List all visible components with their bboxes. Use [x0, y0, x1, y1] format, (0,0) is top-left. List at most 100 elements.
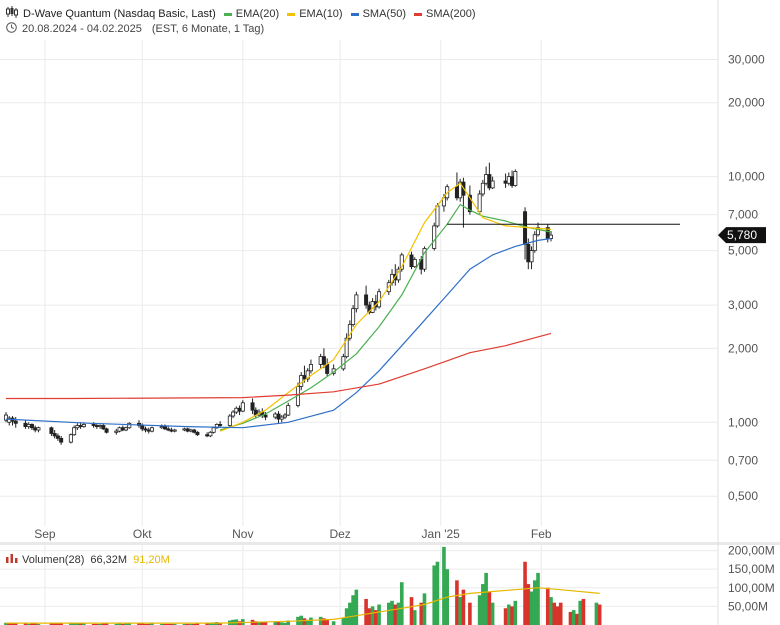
legend-item-3[interactable]: SMA(200): [414, 8, 476, 20]
volume-bar-down: [253, 621, 258, 625]
volume-bar-down: [526, 584, 531, 625]
candle: [227, 414, 232, 427]
candle: [185, 427, 190, 433]
volume-bar-down: [597, 604, 602, 625]
volume-bar-down: [192, 623, 196, 625]
volume-bar-up: [127, 623, 132, 625]
candle-body-down: [78, 425, 83, 428]
candlestick-icon[interactable]: [6, 6, 18, 21]
candle-body-down: [166, 428, 171, 431]
volume-bar-up: [75, 623, 80, 625]
candle: [490, 176, 495, 190]
candle-body-up: [75, 425, 80, 429]
volume-label: Volumen(28): [22, 553, 85, 566]
candle: [282, 413, 287, 420]
candle: [182, 427, 187, 432]
candle: [218, 421, 223, 428]
volume-bar-up: [490, 602, 495, 625]
volume-bar-up: [26, 623, 31, 625]
volume-bar-up: [117, 623, 122, 625]
volume-bar-up: [351, 595, 355, 625]
candle-body-down: [503, 180, 508, 184]
volume-bar-up: [571, 610, 576, 625]
volume-tick-label: 50,00M: [728, 599, 768, 613]
candle: [364, 285, 369, 309]
volume-bar-up: [390, 600, 394, 625]
candle-body-up: [273, 413, 278, 418]
volume-bar-up: [283, 622, 287, 625]
candle-body-up: [188, 429, 193, 432]
candle-body-up: [351, 308, 356, 325]
volume-value-1: 66,32M: [90, 553, 128, 566]
candle-body-up: [344, 337, 349, 358]
volume-bar-down: [523, 561, 527, 625]
candle-body-down: [52, 433, 57, 437]
volume-bar-up: [331, 621, 336, 625]
volume-bar-up: [114, 623, 119, 625]
volume-bar-up: [513, 600, 518, 625]
candle: [127, 422, 132, 429]
volume-bar-down: [146, 623, 151, 625]
candle: [117, 426, 122, 433]
candle-body-up: [513, 171, 518, 186]
volume-bar-up: [98, 623, 102, 625]
candle-body-up: [36, 427, 41, 431]
candle: [351, 305, 356, 327]
candle: [120, 425, 125, 432]
candle: [52, 429, 57, 439]
line-sma50: [5, 237, 552, 429]
candle-body-up: [506, 176, 511, 184]
candle: [36, 426, 41, 433]
volume-bar-up: [82, 623, 86, 625]
volume-average-line: [6, 587, 600, 624]
candle-body-up: [480, 182, 485, 195]
volume-bar-down: [409, 597, 414, 625]
volume-bar-up: [532, 580, 537, 625]
volume-bar-down: [59, 623, 63, 625]
candle: [104, 427, 109, 434]
candle: [59, 435, 64, 445]
candle-body-up: [422, 248, 427, 270]
volume-bar-down: [419, 602, 424, 625]
y-tick-label: 0,700: [728, 453, 758, 467]
volume-bar-down: [455, 580, 459, 625]
legend-item-2[interactable]: SMA(50): [350, 8, 406, 20]
candle-body-up: [432, 225, 437, 249]
candle: [422, 246, 427, 272]
volume-bar-up: [442, 546, 446, 625]
volume-bar-down: [195, 623, 200, 625]
candle: [49, 426, 54, 436]
candle-body-down: [364, 294, 369, 306]
volume-bar-up: [507, 604, 511, 625]
candle-body-down: [13, 420, 18, 424]
candle-body-up: [529, 250, 534, 263]
candle: [231, 410, 236, 419]
legend-item-1[interactable]: EMA(10): [287, 8, 343, 20]
candle-body-down: [55, 435, 60, 439]
candle-body-up: [412, 259, 417, 268]
x-tick-label: Jan '25: [422, 527, 461, 541]
legend-item-0[interactable]: EMA(20): [223, 8, 279, 20]
candle-body-up: [124, 427, 129, 431]
volume-bar-down: [33, 623, 37, 625]
candle-body-down: [467, 194, 472, 213]
candle: [10, 416, 15, 426]
volume-bar-down: [56, 623, 60, 625]
candle: [370, 298, 375, 314]
volume-bar-up: [189, 623, 193, 625]
candle-body-up: [81, 424, 86, 428]
volume-bar-up: [412, 610, 417, 625]
candle: [192, 428, 197, 434]
range-meta: (EST, 6 Monate, 1 Tag): [151, 23, 265, 35]
volume-bar-up: [344, 608, 349, 625]
candle: [195, 431, 200, 436]
candle: [29, 423, 34, 430]
candle-body-down: [321, 356, 326, 365]
candle: [484, 166, 489, 186]
volume-bar-down: [487, 591, 492, 625]
candle-body-down: [276, 413, 281, 420]
volume-bar-down: [163, 623, 167, 625]
candle: [7, 416, 12, 426]
candle-body-down: [510, 176, 515, 186]
